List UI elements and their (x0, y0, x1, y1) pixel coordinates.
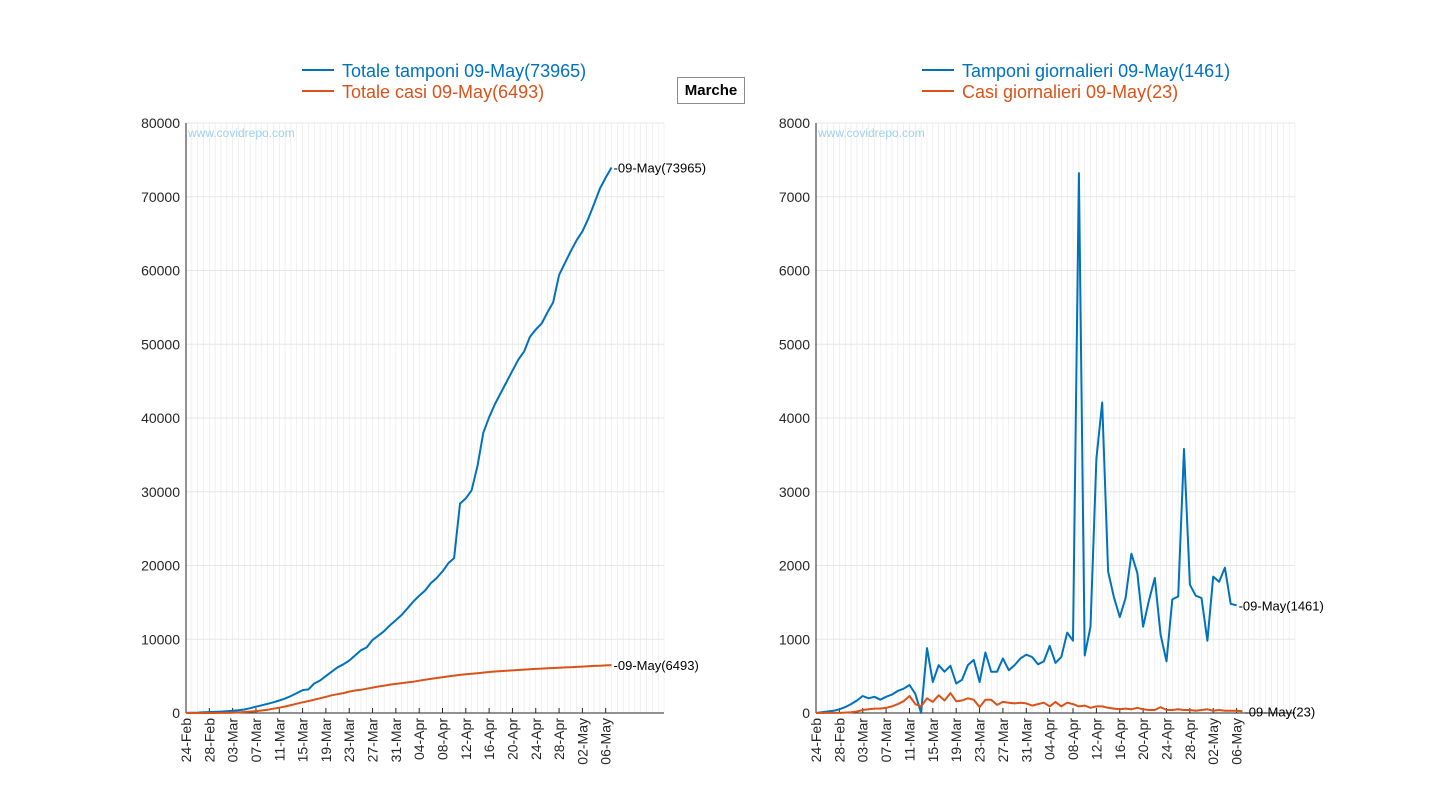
x-tick-label: 20-Apr (504, 718, 520, 760)
x-tick-label: 28-Apr (1182, 718, 1198, 760)
series-line-1 (186, 664, 612, 714)
chart-daily: 0 1000 2000 3000 4000 5000 6000 7000 8000 24-Feb 2… (779, 61, 1324, 765)
y-tick-label: 2000 (779, 558, 810, 574)
y-tick-label: 1000 (779, 631, 810, 647)
x-tick-label: 15-Mar (925, 718, 941, 763)
chart-total: 0 10000 20000 30000 40000 50000 60000 70000 8000… (141, 61, 706, 765)
x-tick-label: 08-Apr (434, 718, 450, 760)
legend-entry-0: Totale tamponi 09-May(73965) (342, 61, 586, 81)
y-tick-label: 50000 (141, 336, 180, 352)
x-tick-label: 07-Mar (248, 718, 264, 763)
x-tick-label: 27-Mar (995, 718, 1011, 763)
x-tick-label: 12-Apr (458, 718, 474, 760)
x-tick-label: 31-Mar (1018, 718, 1034, 763)
series-line-1 (816, 692, 1243, 714)
x-tick-label: 16-Apr (1112, 718, 1128, 760)
x-tick-label: 24-Feb (808, 718, 824, 763)
x-tick-label: 31-Mar (388, 718, 404, 763)
y-tick-label: 6000 (779, 263, 810, 279)
x-tick-label: 24-Apr (1158, 718, 1174, 760)
end-label-1: -09-May(23) (1244, 704, 1315, 719)
x-tick-label: 20-Apr (1135, 718, 1151, 760)
x-tick-label: 12-Apr (1088, 718, 1104, 760)
y-tick-label: 8000 (779, 115, 810, 131)
y-tick-label: 0 (802, 705, 810, 721)
y-tick-label: 5000 (779, 336, 810, 352)
grid-lines (815, 122, 1296, 714)
y-tick-label: 7000 (779, 189, 810, 205)
x-tick-label: 11-Mar (271, 718, 287, 762)
y-tick-label: 40000 (141, 410, 180, 426)
x-tick-label: 27-Mar (365, 718, 381, 763)
end-label-1: -09-May(6493) (614, 658, 699, 673)
x-tick-label: 28-Apr (551, 718, 567, 760)
x-tick-label: 19-Mar (318, 718, 334, 763)
x-tick-label: 06-May (1229, 718, 1245, 765)
y-tick-label: 0 (172, 705, 180, 721)
y-tick-label: 20000 (141, 558, 180, 574)
x-tick-label: 24-Apr (528, 718, 544, 760)
x-tick-label: 28-Feb (831, 718, 847, 763)
region-label: Marche (677, 77, 745, 104)
x-tick-label: 11-Mar (901, 718, 917, 762)
y-tick-label: 10000 (141, 631, 180, 647)
x-tick-label: 07-Mar (878, 718, 894, 763)
legend-entry-1: Casi giornalieri 09-May(23) (962, 82, 1178, 102)
y-tick-label: 30000 (141, 484, 180, 500)
x-tick-label: 02-May (574, 718, 590, 765)
end-label-0: -09-May(73965) (614, 161, 707, 176)
y-tick-label: 80000 (141, 115, 180, 131)
legend-entry-0: Tamponi giornalieri 09-May(1461) (962, 61, 1230, 81)
x-tick-label: 23-Mar (972, 718, 988, 763)
y-tick-label: 70000 (141, 189, 180, 205)
x-tick-label: 02-May (1205, 718, 1221, 765)
y-tick-label: 4000 (779, 410, 810, 426)
x-tick-label: 23-Mar (341, 718, 357, 763)
x-tick-label: 24-Feb (178, 718, 194, 763)
y-tick-label: 3000 (779, 484, 810, 500)
x-tick-label: 28-Feb (201, 718, 217, 763)
x-tick-label: 16-Apr (481, 718, 497, 760)
grid-lines (185, 122, 665, 714)
x-tick-label: 03-Mar (855, 718, 871, 763)
x-tick-label: 04-Apr (1042, 718, 1058, 760)
end-label-0: -09-May(1461) (1239, 598, 1324, 613)
series-line-0 (815, 172, 1237, 714)
x-tick-label: 08-Apr (1065, 718, 1081, 760)
watermark: www.covidrepo.com (817, 126, 925, 140)
x-tick-label: 06-May (598, 718, 614, 765)
watermark: www.covidrepo.com (187, 126, 295, 140)
x-tick-label: 19-Mar (948, 718, 964, 763)
x-tick-label: 15-Mar (295, 718, 311, 763)
series-line-0 (185, 167, 613, 714)
x-tick-label: 04-Apr (411, 718, 427, 760)
legend-entry-1: Totale casi 09-May(6493) (342, 82, 544, 102)
x-tick-label: 03-Mar (225, 718, 241, 763)
y-tick-label: 60000 (141, 263, 180, 279)
